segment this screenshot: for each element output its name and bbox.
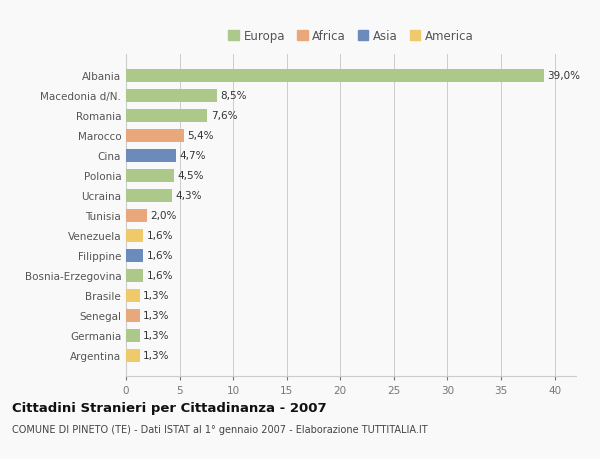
Bar bbox=[126, 189, 172, 202]
Bar bbox=[126, 169, 174, 182]
Bar bbox=[126, 110, 208, 123]
Text: 1,6%: 1,6% bbox=[146, 251, 173, 261]
Text: 1,3%: 1,3% bbox=[143, 310, 170, 320]
Text: 7,6%: 7,6% bbox=[211, 111, 237, 121]
Bar bbox=[126, 129, 184, 142]
Bar bbox=[126, 90, 217, 102]
Bar bbox=[126, 309, 140, 322]
Text: 39,0%: 39,0% bbox=[547, 71, 580, 81]
Bar bbox=[126, 209, 148, 222]
Text: 4,5%: 4,5% bbox=[178, 171, 204, 181]
Bar bbox=[126, 289, 140, 302]
Text: 4,7%: 4,7% bbox=[179, 151, 206, 161]
Bar bbox=[126, 349, 140, 362]
Bar bbox=[126, 329, 140, 342]
Text: 2,0%: 2,0% bbox=[151, 211, 177, 221]
Text: 1,6%: 1,6% bbox=[146, 270, 173, 280]
Bar bbox=[126, 70, 544, 83]
Bar bbox=[126, 249, 143, 262]
Bar bbox=[126, 269, 143, 282]
Bar bbox=[126, 229, 143, 242]
Text: 1,3%: 1,3% bbox=[143, 330, 170, 340]
Text: COMUNE DI PINETO (TE) - Dati ISTAT al 1° gennaio 2007 - Elaborazione TUTTITALIA.: COMUNE DI PINETO (TE) - Dati ISTAT al 1°… bbox=[12, 425, 428, 435]
Legend: Europa, Africa, Asia, America: Europa, Africa, Asia, America bbox=[223, 26, 479, 48]
Text: 1,3%: 1,3% bbox=[143, 350, 170, 360]
Text: 8,5%: 8,5% bbox=[220, 91, 247, 101]
Text: 1,3%: 1,3% bbox=[143, 291, 170, 301]
Text: Cittadini Stranieri per Cittadinanza - 2007: Cittadini Stranieri per Cittadinanza - 2… bbox=[12, 402, 326, 414]
Text: 4,3%: 4,3% bbox=[175, 191, 202, 201]
Bar bbox=[126, 150, 176, 162]
Text: 5,4%: 5,4% bbox=[187, 131, 214, 141]
Text: 1,6%: 1,6% bbox=[146, 231, 173, 241]
